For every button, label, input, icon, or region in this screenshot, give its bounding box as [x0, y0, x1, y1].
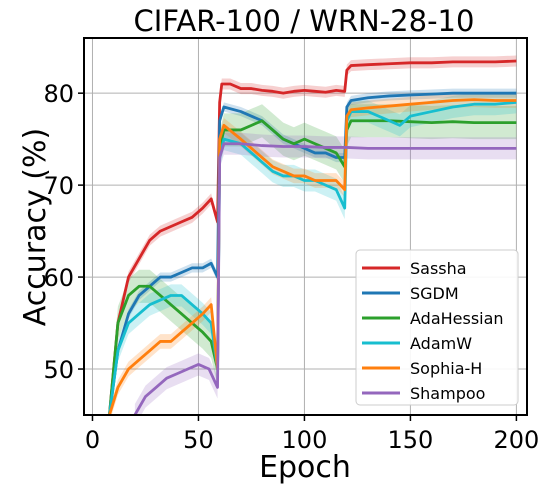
x-tick-label: 100 — [282, 426, 328, 454]
series-line-5 — [133, 142, 517, 415]
confidence-bands — [109, 55, 517, 415]
y-tick-label: 50 — [43, 356, 74, 384]
x-tick-label: 200 — [493, 426, 539, 454]
legend: Sassha SGDM AdaHessian AdamW Sophia-H Shampoo — [355, 249, 519, 406]
series-lines — [108, 59, 517, 415]
legend-label-5: Shampoo — [410, 384, 485, 403]
x-axis-title: Epoch — [259, 450, 351, 485]
chart-title: CIFAR-100 / WRN-28-10 — [134, 4, 475, 38]
legend-label-3: AdamW — [410, 334, 472, 353]
series-band-2 — [109, 104, 517, 415]
series-line-3 — [108, 100, 517, 415]
y-tick-label: 80 — [43, 80, 74, 108]
series-line-4 — [108, 98, 517, 415]
x-tick-label: 50 — [183, 426, 214, 454]
y-axis-title: Accuracy (%) — [18, 128, 53, 326]
series-band-3 — [109, 91, 517, 415]
legend-label-4: Sophia-H — [410, 359, 482, 378]
plot-frame — [83, 37, 528, 416]
legend-label-2: AdaHessian — [410, 309, 504, 328]
legend-label-1: SGDM — [410, 284, 459, 303]
series-line-2 — [108, 119, 517, 415]
x-tick-label: 0 — [85, 426, 100, 454]
x-tick-label: 150 — [388, 426, 434, 454]
y-tick-label: 60 — [43, 264, 74, 292]
axis-ticks: 0 50 100 150 200 50 60 70 80 — [43, 80, 539, 454]
series-band-1 — [109, 88, 517, 415]
series-line-0 — [108, 59, 517, 415]
y-tick-label: 70 — [43, 172, 74, 200]
legend-label-0: Sassha — [410, 259, 467, 278]
legend-box — [355, 249, 519, 406]
